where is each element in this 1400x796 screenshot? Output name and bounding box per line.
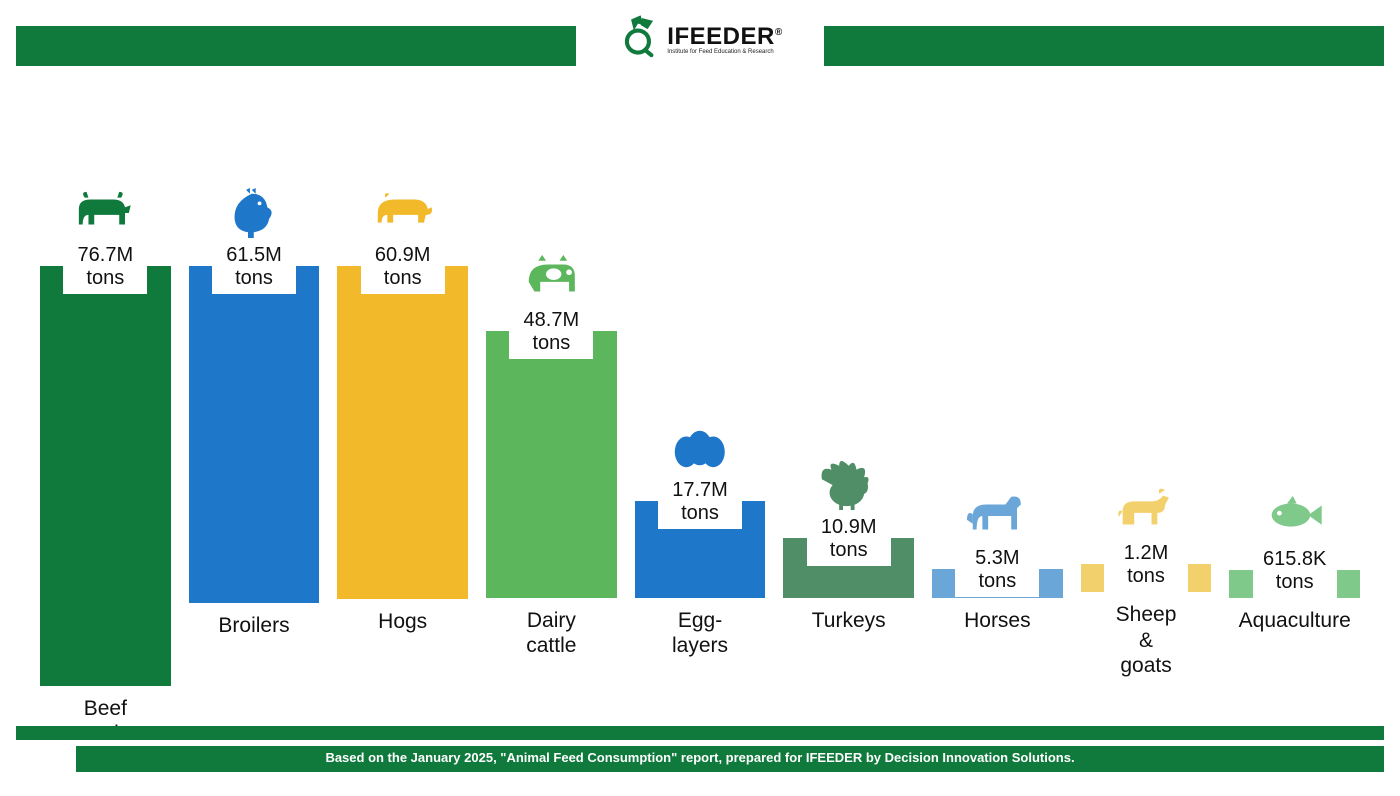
brand-logo-icon bbox=[617, 14, 661, 63]
cow-icon bbox=[75, 178, 137, 238]
footer: Based on the January 2025, "Animal Feed … bbox=[16, 726, 1384, 772]
category-label: Turkeys bbox=[812, 608, 886, 678]
category-label: Egg- layers bbox=[672, 608, 728, 678]
bar-rect bbox=[486, 331, 617, 598]
brand-tagline: Institute for Feed Education & Research bbox=[667, 49, 782, 55]
footer-bar-top bbox=[16, 726, 1384, 740]
category-label: Horses bbox=[964, 608, 1031, 678]
header-bar-right bbox=[824, 26, 1384, 66]
value-label: 10.9Mtons bbox=[809, 514, 889, 566]
category-label: Dairy cattle bbox=[526, 608, 576, 678]
bar-chicken: 61.5MtonsBroilers bbox=[189, 178, 320, 678]
bar-rect bbox=[337, 266, 468, 599]
goat-icon bbox=[1115, 476, 1177, 536]
turkey-icon bbox=[818, 450, 880, 510]
header: IFEEDER® Institute for Feed Education & … bbox=[0, 18, 1400, 78]
bar-horse: 5.3Mtons Horses bbox=[932, 178, 1063, 678]
bar-dairy-cow: 48.7Mtons Dairy cattle bbox=[486, 178, 617, 678]
brand-logo: IFEEDER® Institute for Feed Education & … bbox=[599, 14, 800, 63]
bar-eggs: 17.7Mtons Egg- layers bbox=[635, 178, 766, 678]
bar-rect bbox=[189, 266, 320, 603]
bar-fish: 615.8Ktons Aquaculture bbox=[1229, 178, 1360, 678]
bar-pig: 60.9Mtons Hogs bbox=[337, 178, 468, 678]
bar-turkey: 10.9Mtons Turkeys bbox=[783, 178, 914, 678]
value-label: 1.2Mtons bbox=[1106, 540, 1186, 592]
value-label: 5.3Mtons bbox=[957, 545, 1037, 597]
chicken-icon bbox=[223, 178, 285, 238]
value-label: 61.5Mtons bbox=[214, 242, 294, 294]
bar-cow: 76.7MtonsBeef cattle bbox=[40, 178, 171, 678]
feed-consumption-bar-chart: 76.7MtonsBeef cattle61.5MtonsBroilers60.… bbox=[40, 178, 1360, 678]
horse-icon bbox=[967, 481, 1029, 541]
category-label: Aquaculture bbox=[1239, 608, 1351, 678]
bar-rect bbox=[40, 266, 171, 686]
value-label: 615.8Ktons bbox=[1255, 546, 1335, 598]
category-label: Sheep & goats bbox=[1116, 602, 1177, 678]
brand-name: IFEEDER® Institute for Feed Education & … bbox=[667, 23, 782, 55]
header-bar-left bbox=[16, 26, 576, 66]
dairy-cow-icon bbox=[521, 243, 583, 303]
category-label: Hogs bbox=[378, 609, 427, 679]
footer-bar-bottom: Based on the January 2025, "Animal Feed … bbox=[16, 746, 1384, 772]
bar-goat: 1.2Mtons Sheep & goats bbox=[1081, 178, 1212, 678]
footer-text: Based on the January 2025, "Animal Feed … bbox=[16, 750, 1384, 765]
category-label: Broilers bbox=[218, 613, 289, 683]
pig-icon bbox=[372, 178, 434, 238]
value-label: 48.7Mtons bbox=[511, 307, 591, 359]
fish-icon bbox=[1264, 482, 1326, 542]
value-label: 76.7Mtons bbox=[65, 242, 145, 294]
value-label: 60.9Mtons bbox=[363, 242, 443, 294]
value-label: 17.7Mtons bbox=[660, 477, 740, 529]
eggs-icon bbox=[669, 413, 731, 473]
